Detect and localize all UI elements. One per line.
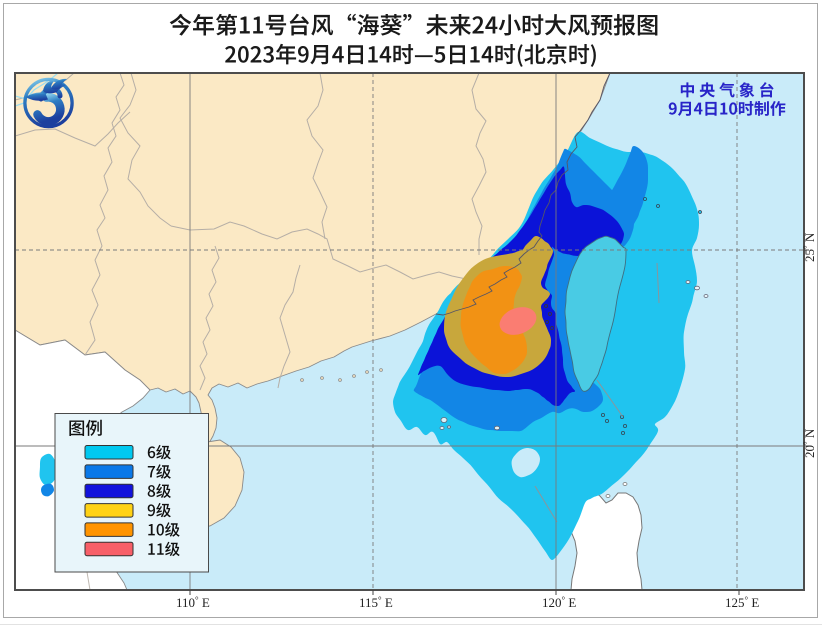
svg-text:25° N: 25° N: [802, 232, 817, 262]
svg-text:115° E: 115° E: [359, 595, 393, 610]
svg-text:20° N: 20° N: [802, 428, 817, 458]
svg-text:120° E: 120° E: [542, 595, 576, 610]
svg-text:125° E: 125° E: [725, 595, 759, 610]
svg-text:110° E: 110° E: [176, 595, 210, 610]
